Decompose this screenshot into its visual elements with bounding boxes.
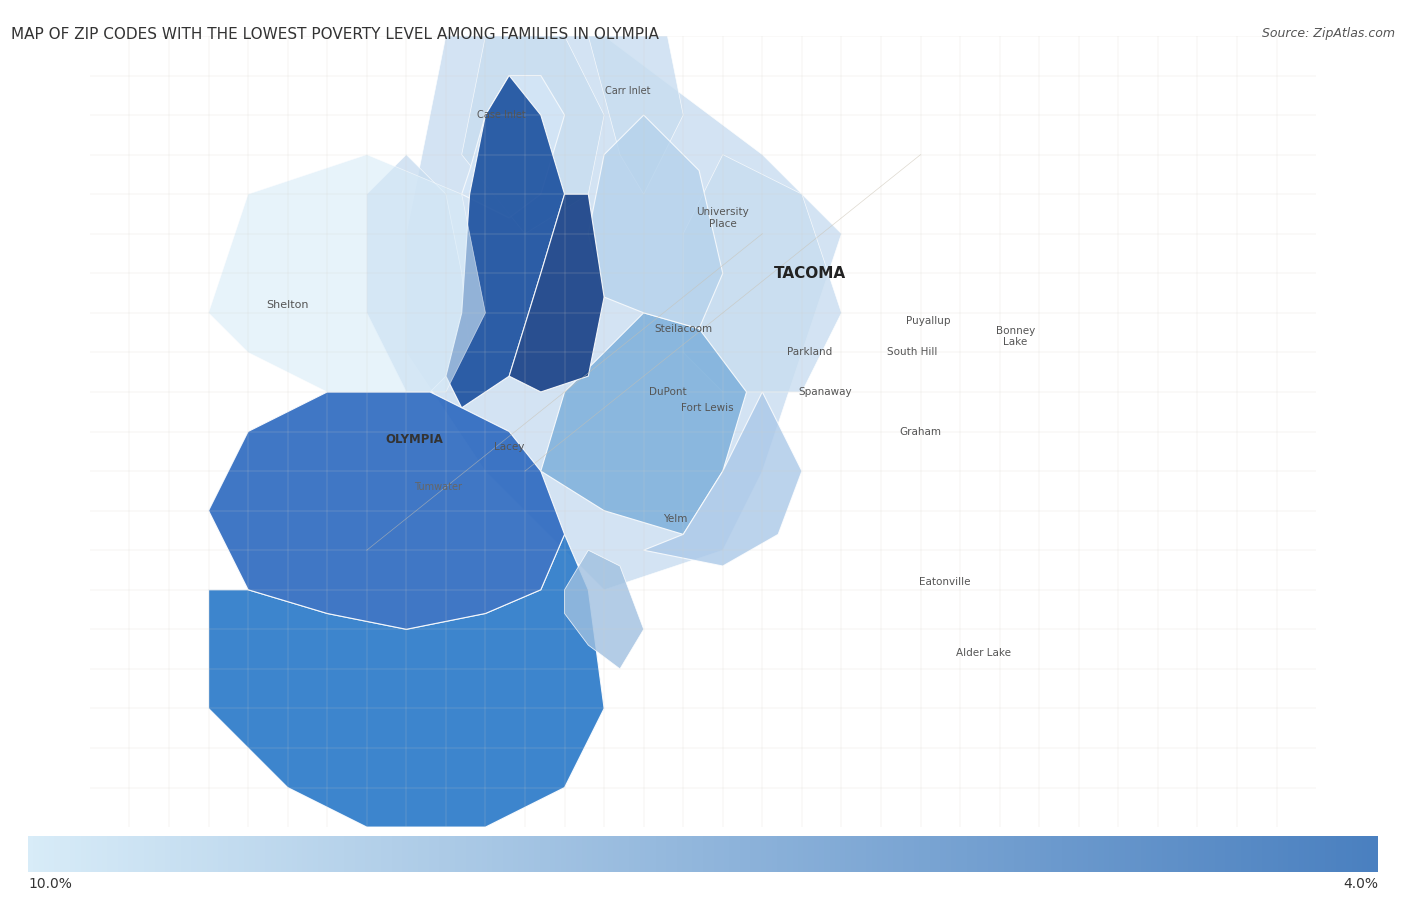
Polygon shape	[208, 534, 605, 827]
Text: South Hill: South Hill	[887, 347, 938, 358]
Text: Spanaway: Spanaway	[799, 387, 852, 397]
Polygon shape	[406, 36, 841, 590]
Text: Alder Lake: Alder Lake	[956, 648, 1011, 658]
Text: TACOMA: TACOMA	[773, 266, 846, 280]
Text: University
Place: University Place	[696, 207, 749, 228]
Text: Case Inlet: Case Inlet	[477, 110, 526, 120]
Text: Parkland: Parkland	[787, 347, 832, 358]
Text: Graham: Graham	[900, 426, 942, 437]
Polygon shape	[644, 392, 801, 566]
Text: Steilacoom: Steilacoom	[654, 324, 713, 334]
Text: Shelton: Shelton	[266, 300, 309, 310]
Polygon shape	[541, 313, 747, 534]
Polygon shape	[461, 36, 605, 234]
Polygon shape	[367, 155, 470, 392]
Polygon shape	[588, 36, 683, 194]
Text: Source: ZipAtlas.com: Source: ZipAtlas.com	[1261, 27, 1395, 40]
Text: Puyallup: Puyallup	[907, 316, 950, 325]
Text: OLYMPIA: OLYMPIA	[385, 433, 443, 446]
Polygon shape	[446, 76, 565, 408]
Text: Bonney
Lake: Bonney Lake	[995, 325, 1035, 347]
Polygon shape	[509, 194, 605, 392]
Polygon shape	[208, 392, 565, 629]
Polygon shape	[208, 155, 485, 392]
Polygon shape	[461, 76, 565, 218]
Text: 4.0%: 4.0%	[1343, 877, 1378, 891]
Text: MAP OF ZIP CODES WITH THE LOWEST POVERTY LEVEL AMONG FAMILIES IN OLYMPIA: MAP OF ZIP CODES WITH THE LOWEST POVERTY…	[11, 27, 659, 42]
Text: Tumwater: Tumwater	[413, 482, 463, 492]
Polygon shape	[588, 115, 723, 329]
Text: Fort Lewis: Fort Lewis	[681, 403, 734, 413]
Text: Yelm: Yelm	[664, 513, 688, 523]
Text: Carr Inlet: Carr Inlet	[605, 86, 651, 96]
Text: 10.0%: 10.0%	[28, 877, 72, 891]
Polygon shape	[565, 550, 644, 669]
Polygon shape	[683, 155, 841, 392]
Text: Eatonville: Eatonville	[918, 577, 970, 587]
Text: Lacey: Lacey	[494, 442, 524, 452]
Text: DuPont: DuPont	[648, 387, 686, 397]
